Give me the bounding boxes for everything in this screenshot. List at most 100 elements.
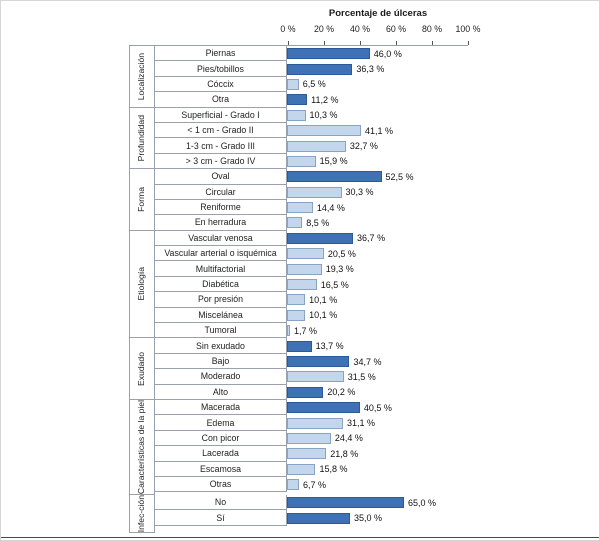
chart-row: Miscelánea 10,1 %: [155, 307, 468, 324]
bar-area: 20,5 %: [287, 246, 468, 261]
chart-row: Otras 6,7 %: [155, 476, 468, 493]
chart-row: No 65,0 %: [155, 495, 468, 511]
axis-tick-mark: [288, 41, 289, 45]
chart-row: Macerada 40,5 %: [155, 399, 468, 416]
bar-area: 16,5 %: [287, 277, 468, 292]
group-rows: Macerada 40,5 % Edema 31,1 % Con picor 24,4 %…: [155, 399, 468, 495]
value-label: 15,9 %: [319, 156, 348, 167]
axis-tick-label: 40 %: [349, 24, 371, 34]
value-label: 36,7 %: [357, 233, 386, 244]
caption-divider: [1, 537, 599, 539]
value-label: 52,5 %: [385, 171, 414, 182]
group-rows: Vascular venosa 36,7 % Vascular arterial o…: [155, 230, 468, 339]
value-label: 13,7 %: [315, 341, 344, 352]
value-label: 32,7 %: [349, 141, 378, 152]
value-label: 34,7 %: [353, 356, 382, 367]
bar-area: 6,7 %: [287, 477, 468, 492]
row-label: Piernas: [155, 46, 287, 62]
row-label: Oval: [155, 169, 287, 185]
bar: [287, 140, 346, 152]
group-rows: Oval 52,5 % Circular 30,3 % Reniforme 14,4 % E…: [155, 169, 468, 231]
group-label-text: Forma: [136, 186, 147, 212]
bar-area: 41,1 %: [287, 123, 468, 138]
value-label: 20,2 %: [327, 387, 356, 398]
row-label: Edema: [155, 415, 287, 431]
bar-area: 36,7 %: [287, 231, 468, 246]
bar: [287, 186, 342, 198]
group-label-cell: Etiología: [129, 230, 155, 339]
chart-row: Edema 31,1 %: [155, 415, 468, 431]
bar-chart: Localización Piernas 46,0 % Pies/tobillos 36…: [129, 45, 468, 534]
group-label-text: Profundidad: [136, 114, 147, 162]
value-label: 31,1 %: [346, 418, 375, 429]
bar: [287, 432, 331, 444]
row-label: Sin exudado: [155, 338, 287, 354]
chart-group: Características de la piel Macerada 40,5 %…: [129, 399, 468, 496]
bar-area: 34,7 %: [287, 354, 468, 369]
value-label: 11,2 %: [311, 94, 339, 105]
row-label: No: [155, 495, 287, 511]
bar-area: 14,4 %: [287, 200, 468, 215]
value-label: 16,5 %: [320, 279, 349, 290]
bar-area: 35,0 %: [287, 510, 468, 525]
chart-group: Localización Piernas 46,0 % Pies/tobillos 36…: [129, 46, 468, 108]
bar: [287, 402, 360, 414]
chart-group: Infec-ción No 65,0 % Sí 35,0 %: [129, 495, 468, 534]
bar-area: 10,3 %: [287, 108, 468, 123]
value-label: 10,1 %: [309, 310, 338, 321]
bar-area: 30,3 %: [287, 185, 468, 200]
group-label-text: Localización: [136, 52, 147, 100]
chart-row: Por presión 10,1 %: [155, 292, 468, 308]
row-label: Alto: [155, 384, 287, 400]
chart-row: Escamosa 15,8 %: [155, 461, 468, 477]
value-label: 6,5 %: [302, 79, 326, 90]
row-label: > 3 cm - Grado IV: [155, 153, 287, 170]
row-label: Bajo: [155, 353, 287, 370]
chart-row: Alto 20,2 %: [155, 384, 468, 400]
axis-tick-label: 100 %: [455, 24, 481, 34]
value-label: 36,3 %: [356, 64, 385, 75]
bar-area: 20,2 %: [287, 385, 468, 400]
group-label-cell: Localización: [129, 46, 155, 108]
bar: [287, 463, 316, 475]
bar-area: 10,1 %: [287, 308, 468, 323]
bar: [287, 294, 306, 306]
value-label: 46,0 %: [373, 48, 402, 59]
chart-row: Bajo 34,7 %: [155, 353, 468, 370]
row-label: Sí: [155, 510, 287, 526]
value-label: 14,4 %: [316, 202, 345, 213]
chart-row: Lacerada 21,8 %: [155, 446, 468, 462]
bar: [287, 325, 291, 337]
bar: [287, 217, 303, 229]
bar: [287, 125, 361, 137]
bar-area: 31,5 %: [287, 369, 468, 384]
bar: [287, 263, 322, 275]
chart-row: Multifactorial 19,3 %: [155, 261, 468, 277]
value-label: 30,3 %: [345, 187, 374, 198]
value-label: 10,3 %: [309, 110, 338, 121]
chart-row: Otra 11,2 %: [155, 92, 468, 108]
bar: [287, 202, 313, 214]
row-label: Macerada: [155, 399, 287, 416]
bar: [287, 512, 350, 524]
row-label: 1-3 cm - Grado III: [155, 138, 287, 154]
group-label-cell: Exudado: [129, 338, 155, 400]
bar-area: 11,2 %: [287, 92, 468, 107]
axis-tick-mark: [360, 41, 361, 45]
group-rows: No 65,0 % Sí 35,0 %: [155, 495, 468, 533]
axis-tick-label: 0 %: [280, 24, 296, 34]
axis-tick-mark: [324, 41, 325, 45]
row-label: Diabética: [155, 276, 287, 293]
bar: [287, 340, 312, 352]
bar: [287, 386, 324, 398]
value-label: 65,0 %: [408, 497, 437, 508]
bar-area: 21,8 %: [287, 446, 468, 461]
bar-area: 46,0 %: [287, 46, 468, 61]
bar-area: 19,3 %: [287, 261, 468, 276]
row-label: < 1 cm - Grado II: [155, 122, 287, 139]
chart-row: Moderado 31,5 %: [155, 369, 468, 385]
bar-area: 8,5 %: [287, 215, 468, 230]
chart-group: Forma Oval 52,5 % Circular 30,3 % Reniforme 14…: [129, 169, 468, 231]
value-label: 40,5 %: [363, 402, 392, 413]
bar: [287, 371, 344, 383]
